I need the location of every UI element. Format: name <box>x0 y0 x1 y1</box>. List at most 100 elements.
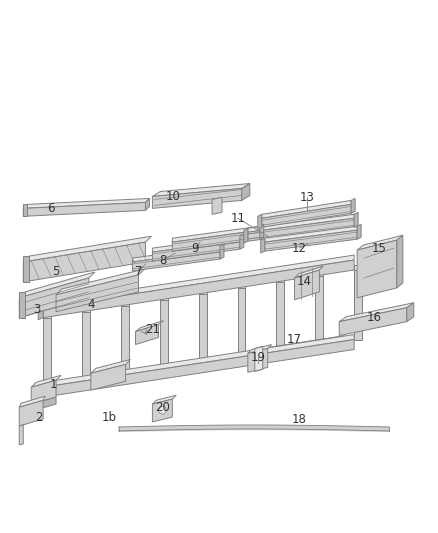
Text: 4: 4 <box>87 298 95 311</box>
Polygon shape <box>23 236 152 262</box>
Text: 14: 14 <box>297 276 312 288</box>
Text: 8: 8 <box>160 254 167 266</box>
Polygon shape <box>248 219 354 241</box>
Polygon shape <box>198 294 207 364</box>
Polygon shape <box>31 397 56 411</box>
Text: 11: 11 <box>230 212 245 225</box>
Polygon shape <box>357 224 361 239</box>
Text: 17: 17 <box>287 333 302 346</box>
Polygon shape <box>212 197 222 214</box>
Polygon shape <box>23 242 145 282</box>
Polygon shape <box>339 303 414 321</box>
Text: 15: 15 <box>371 241 386 255</box>
Polygon shape <box>38 382 43 399</box>
Polygon shape <box>152 183 250 197</box>
Text: 10: 10 <box>166 190 181 203</box>
Polygon shape <box>82 312 90 381</box>
Polygon shape <box>133 250 220 271</box>
Polygon shape <box>19 292 25 318</box>
Polygon shape <box>172 230 260 251</box>
Polygon shape <box>19 396 45 407</box>
Polygon shape <box>172 226 260 242</box>
Polygon shape <box>262 200 351 219</box>
Polygon shape <box>91 365 126 390</box>
Polygon shape <box>121 306 129 375</box>
Polygon shape <box>397 235 403 288</box>
Polygon shape <box>315 271 323 341</box>
Polygon shape <box>43 335 354 387</box>
Polygon shape <box>260 224 264 239</box>
Polygon shape <box>276 277 284 346</box>
Polygon shape <box>294 270 319 300</box>
Polygon shape <box>82 307 90 376</box>
Text: 1: 1 <box>49 378 57 391</box>
Polygon shape <box>152 189 242 208</box>
Polygon shape <box>23 203 145 216</box>
Polygon shape <box>248 344 272 353</box>
Polygon shape <box>244 228 248 243</box>
Polygon shape <box>357 235 403 250</box>
Polygon shape <box>294 266 323 278</box>
Polygon shape <box>43 313 51 382</box>
Polygon shape <box>135 321 163 332</box>
Polygon shape <box>237 283 245 352</box>
Text: 12: 12 <box>292 241 307 255</box>
Polygon shape <box>23 256 29 282</box>
Polygon shape <box>38 303 43 320</box>
Polygon shape <box>354 270 362 340</box>
Polygon shape <box>160 295 168 365</box>
Polygon shape <box>255 346 263 372</box>
Text: 9: 9 <box>191 241 199 255</box>
Polygon shape <box>357 240 397 298</box>
Polygon shape <box>145 198 149 211</box>
Polygon shape <box>56 269 145 295</box>
Polygon shape <box>265 230 357 251</box>
Polygon shape <box>152 395 176 404</box>
Text: 5: 5 <box>53 265 60 278</box>
Text: 3: 3 <box>33 303 41 316</box>
Polygon shape <box>152 240 240 261</box>
Polygon shape <box>43 318 51 387</box>
Polygon shape <box>276 282 284 351</box>
Circle shape <box>159 406 166 414</box>
Polygon shape <box>152 236 240 252</box>
Text: 7: 7 <box>135 265 142 278</box>
Polygon shape <box>265 226 357 242</box>
Text: 18: 18 <box>292 413 307 425</box>
Polygon shape <box>242 183 250 200</box>
Polygon shape <box>19 400 43 426</box>
Polygon shape <box>19 272 95 298</box>
Polygon shape <box>354 265 362 335</box>
Polygon shape <box>248 349 268 373</box>
Polygon shape <box>43 255 354 308</box>
Polygon shape <box>262 204 351 227</box>
Text: 20: 20 <box>155 401 170 414</box>
Text: 19: 19 <box>250 351 265 364</box>
Polygon shape <box>220 244 224 259</box>
Polygon shape <box>237 288 245 358</box>
Text: 21: 21 <box>145 323 160 336</box>
Text: 13: 13 <box>300 191 315 204</box>
Polygon shape <box>56 275 138 312</box>
Text: 16: 16 <box>367 311 381 324</box>
Polygon shape <box>43 260 354 318</box>
Polygon shape <box>19 425 23 445</box>
Polygon shape <box>31 380 56 404</box>
Polygon shape <box>121 301 129 370</box>
Polygon shape <box>248 214 354 232</box>
Polygon shape <box>351 198 355 213</box>
Text: 1b: 1b <box>101 410 116 424</box>
Polygon shape <box>261 238 265 253</box>
Polygon shape <box>339 308 407 336</box>
Polygon shape <box>407 303 414 321</box>
Polygon shape <box>31 375 61 387</box>
Polygon shape <box>43 340 354 397</box>
Polygon shape <box>198 289 207 358</box>
Polygon shape <box>160 300 168 369</box>
Polygon shape <box>23 204 27 216</box>
Polygon shape <box>240 234 244 249</box>
Polygon shape <box>152 399 172 422</box>
Text: 2: 2 <box>35 410 43 424</box>
Polygon shape <box>315 276 323 345</box>
Polygon shape <box>19 278 89 318</box>
